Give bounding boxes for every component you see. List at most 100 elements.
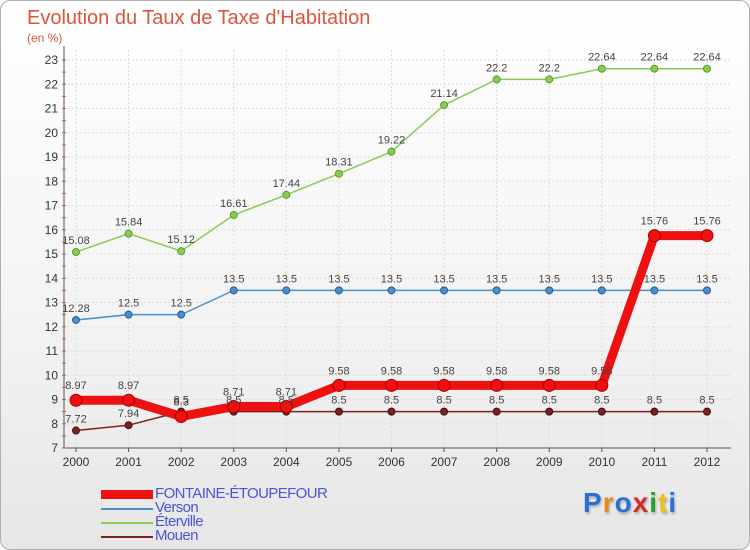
data-label-mouen: 8.5	[647, 395, 662, 407]
logo-letter: i	[668, 487, 678, 518]
data-point-verson	[334, 286, 343, 295]
data-point-verson	[387, 286, 396, 295]
x-tick-label: 2001	[115, 455, 142, 469]
legend-label-eterville: Éterville	[155, 513, 204, 530]
x-tick-label: 2006	[378, 455, 405, 469]
data-point-mouen	[650, 407, 659, 416]
data-label-eterville: 22.64	[588, 52, 616, 64]
data-point-verson	[229, 286, 238, 295]
data-point-eterville	[650, 64, 659, 73]
data-point-eterville	[597, 64, 606, 73]
y-tick-label: 14	[45, 271, 59, 285]
x-tick-label: 2005	[326, 455, 353, 469]
data-point-mouen	[597, 407, 606, 416]
y-tick-label: 21	[45, 102, 59, 116]
data-label-fontaine: 8.97	[118, 380, 139, 392]
data-label-eterville: 15.84	[115, 217, 143, 229]
data-point-eterville	[703, 64, 711, 73]
proxiti-logo: Proxiti	[583, 487, 677, 519]
data-label-verson: 12.5	[118, 298, 139, 310]
y-tick-label: 15	[45, 247, 59, 261]
x-tick-label: 2012	[694, 455, 721, 469]
data-point-fontaine	[385, 378, 398, 392]
data-label-eterville: 16.61	[220, 198, 248, 210]
x-tick-label: 2011	[642, 455, 668, 469]
data-point-eterville	[124, 229, 133, 238]
data-point-verson	[492, 286, 501, 295]
data-label-verson: 13.5	[328, 273, 349, 285]
data-point-fontaine	[122, 393, 136, 407]
data-label-mouen: 7.94	[118, 408, 139, 420]
chart-title: Evolution du Taux de Taxe d'Habitation	[27, 7, 371, 29]
data-label-mouen: 8.5	[489, 395, 504, 407]
data-label-mouen: 8.5	[174, 395, 189, 407]
data-point-fontaine	[542, 378, 556, 392]
y-tick-label: 17	[45, 199, 59, 213]
data-point-fontaine	[437, 378, 451, 392]
legend-swatch-eterville	[101, 522, 153, 524]
data-label-mouen: 8.5	[331, 395, 346, 407]
y-tick-label: 8	[51, 417, 58, 431]
x-tick-label: 2009	[536, 455, 563, 469]
data-label-eterville: 22.64	[641, 52, 669, 64]
data-label-verson: 13.5	[276, 273, 297, 285]
data-point-fontaine	[595, 378, 609, 392]
data-label-mouen: 7.72	[65, 414, 86, 426]
data-label-mouen: 8.5	[542, 395, 557, 407]
data-label-verson: 13.5	[591, 273, 612, 285]
data-label-fontaine: 15.76	[641, 216, 669, 228]
data-point-eterville	[545, 75, 554, 84]
data-point-fontaine	[647, 229, 661, 243]
data-point-verson	[72, 315, 80, 324]
data-label-fontaine: 15.76	[693, 216, 721, 228]
data-label-verson: 13.5	[433, 273, 454, 285]
y-tick-label: 19	[45, 150, 59, 164]
data-label-mouen: 8.5	[436, 395, 451, 407]
y-tick-label: 7	[51, 441, 58, 455]
data-point-eterville	[492, 75, 501, 84]
logo-letter: P	[583, 487, 603, 518]
data-label-verson: 13.5	[696, 273, 717, 285]
data-point-verson	[124, 310, 133, 319]
data-label-eterville: 18.31	[325, 157, 353, 169]
data-point-mouen	[545, 407, 554, 416]
data-point-eterville	[387, 147, 396, 156]
y-tick-label: 22	[45, 77, 59, 91]
data-point-verson	[703, 286, 711, 295]
x-tick-label: 2003	[220, 455, 247, 469]
y-tick-label: 16	[45, 223, 59, 237]
data-point-mouen	[492, 407, 501, 416]
data-label-eterville: 19.22	[378, 135, 406, 147]
data-label-mouen: 8.5	[384, 395, 399, 407]
data-label-eterville: 17.44	[273, 178, 301, 190]
data-point-fontaine	[700, 229, 714, 243]
data-point-mouen	[334, 407, 343, 416]
line-chart: 7 8 9 10 11 12 13 14 15 16 17 18 19 20 21 22 23 2000 2001 2…	[45, 46, 731, 469]
logo-letter: x	[632, 487, 650, 518]
legend-label-verson: Verson	[155, 499, 199, 516]
data-point-fontaine	[332, 378, 346, 392]
y-tick-label: 11	[46, 344, 59, 358]
data-label-fontaine: 8.71	[276, 387, 297, 399]
legend-swatch-fontaine	[101, 490, 153, 499]
data-point-eterville	[334, 169, 343, 178]
logo-letter: o	[614, 487, 633, 518]
logo-letter: t	[658, 487, 669, 518]
x-tick-label: 2000	[63, 455, 90, 469]
data-point-eterville	[282, 190, 291, 199]
data-point-verson	[545, 286, 554, 295]
x-tick-label: 2002	[168, 455, 195, 469]
data-point-verson	[282, 286, 291, 295]
data-label-fontaine: 9.58	[433, 365, 454, 377]
y-tick-label: 9	[51, 393, 58, 407]
data-point-eterville	[229, 210, 238, 219]
data-point-fontaine	[490, 378, 504, 392]
data-label-fontaine: 8.3	[174, 396, 189, 408]
data-point-mouen	[703, 407, 711, 416]
data-point-eterville	[177, 247, 186, 256]
data-label-verson: 13.5	[223, 273, 244, 285]
data-label-verson: 13.5	[486, 273, 507, 285]
data-point-mouen	[387, 407, 396, 416]
data-label-mouen: 8.5	[699, 395, 714, 407]
